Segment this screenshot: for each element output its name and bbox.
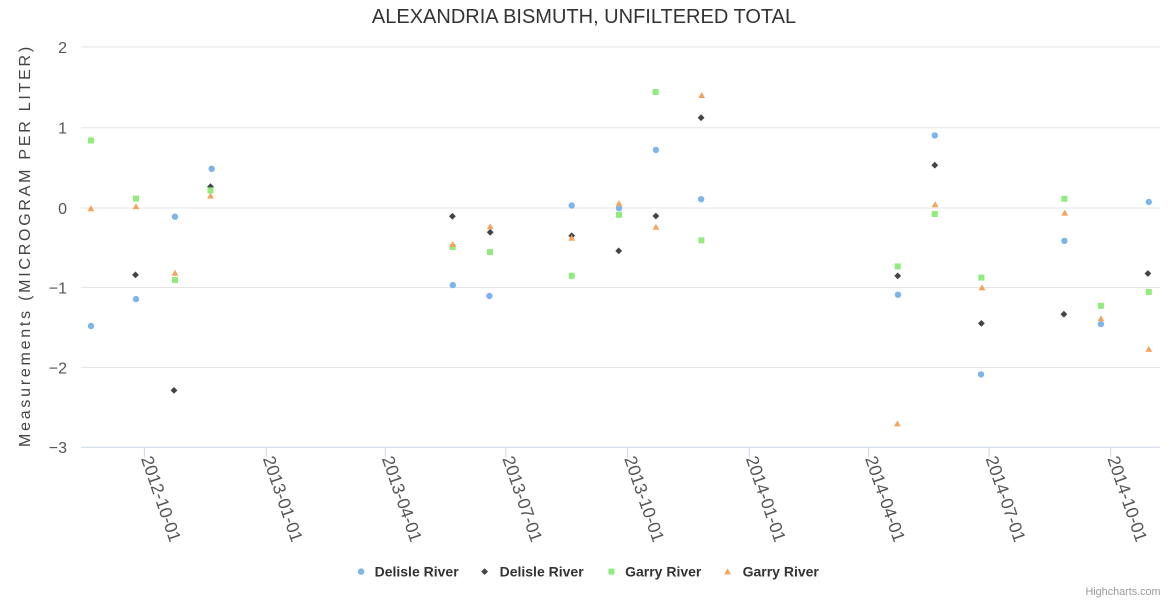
svg-text:Measurements (MICROGRAM PER LI: Measurements (MICROGRAM PER LITER)	[17, 44, 34, 447]
svg-text:Garry River: Garry River	[625, 564, 702, 580]
svg-text:1: 1	[58, 121, 67, 138]
svg-text:Delisle River: Delisle River	[500, 564, 585, 580]
svg-text:Garry River: Garry River	[743, 564, 820, 580]
svg-text:−2: −2	[49, 360, 67, 377]
svg-text:−3: −3	[49, 440, 67, 457]
svg-text:−1: −1	[49, 280, 67, 297]
svg-text:0: 0	[58, 201, 67, 218]
svg-text:Highcharts.com: Highcharts.com	[1085, 586, 1160, 598]
svg-text:2: 2	[58, 40, 67, 57]
svg-text:Delisle River: Delisle River	[375, 564, 460, 580]
svg-text:ALEXANDRIA BISMUTH, UNFILTERED: ALEXANDRIA BISMUTH, UNFILTERED TOTAL	[372, 6, 796, 28]
